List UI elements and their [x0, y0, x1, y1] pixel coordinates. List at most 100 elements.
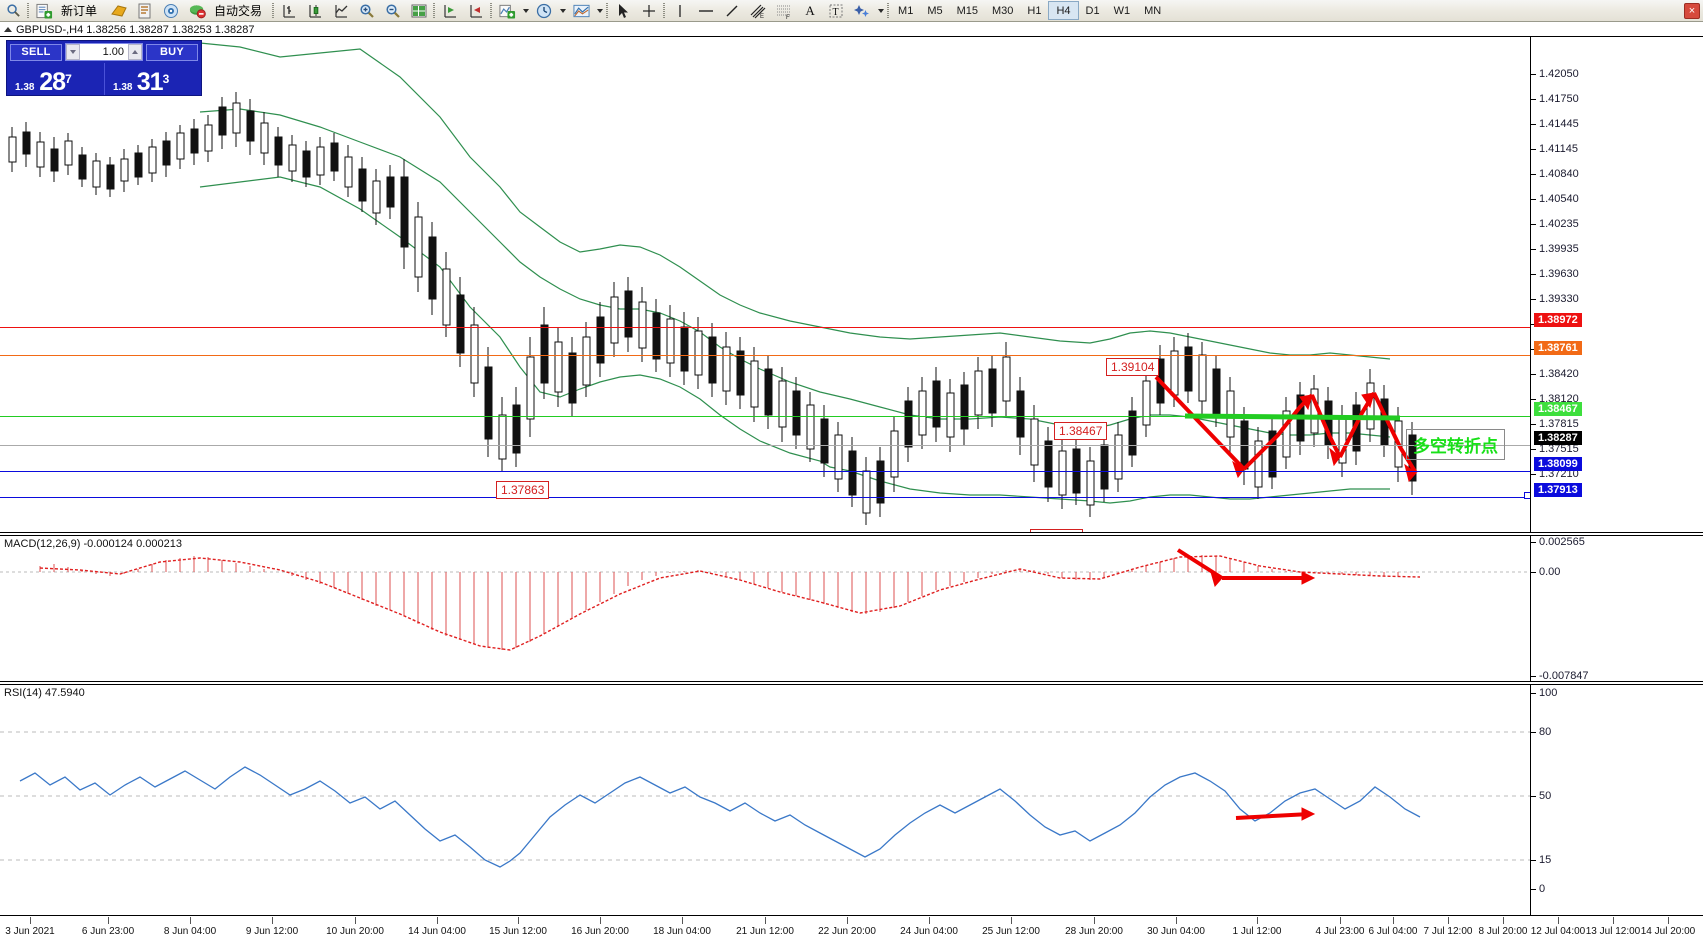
- price-annotation-137402[interactable]: 1.37402: [1030, 529, 1084, 532]
- indicators-icon[interactable]: [494, 1, 520, 21]
- text-icon[interactable]: A: [805, 2, 815, 18]
- line-chart-icon[interactable]: [328, 1, 354, 21]
- new-order-button[interactable]: 新订单: [57, 1, 106, 21]
- price-tick: 1.39330: [1531, 293, 1579, 305]
- period-chevron-down-icon[interactable]: [557, 2, 568, 20]
- market-watch-icon[interactable]: [106, 1, 132, 21]
- crosshair-icon[interactable]: [636, 1, 662, 21]
- time-tick-mark: [1094, 917, 1095, 924]
- equidistant-channel-icon[interactable]: E: [745, 1, 771, 21]
- turning-point-textbox[interactable]: 多空转折点: [1406, 429, 1505, 460]
- indicators-chevron-down-icon[interactable]: [520, 2, 531, 20]
- volume-decrement-icon[interactable]: [66, 44, 80, 60]
- timeframe-m15[interactable]: M15: [956, 4, 978, 17]
- orange-level-badge[interactable]: 1.38761: [1534, 341, 1582, 355]
- time-tick-label: 25 Jun 12:00: [982, 926, 1040, 937]
- tile-windows-icon[interactable]: [406, 1, 432, 21]
- objects-icon[interactable]: [849, 1, 875, 21]
- price-tick-label: 1.42050: [1539, 68, 1579, 80]
- macd-svg: [0, 548, 1530, 651]
- support-level-badge[interactable]: 1.38099: [1534, 457, 1582, 471]
- timeframe-m30[interactable]: M30: [992, 4, 1014, 17]
- price-tick-label: 1.39935: [1539, 243, 1579, 255]
- volume-stepper[interactable]: 1.00: [65, 43, 143, 61]
- resistance-level-badge[interactable]: 1.38972: [1534, 313, 1582, 327]
- zoom-out-icon[interactable]: [380, 1, 406, 21]
- volume-increment-icon[interactable]: [128, 44, 142, 60]
- sell-button[interactable]: SELL: [10, 43, 62, 61]
- price-annotation-138467[interactable]: 1.38467: [1054, 422, 1108, 440]
- rsi-tick-label: 80: [1539, 726, 1552, 738]
- data-window-icon[interactable]: [132, 1, 158, 21]
- price-level-line[interactable]: [0, 445, 1530, 446]
- price-tick: 1.37210: [1531, 468, 1579, 480]
- timeframe-w1[interactable]: W1: [1113, 4, 1131, 17]
- current-price-badge[interactable]: 1.38287: [1534, 431, 1582, 445]
- cursor-icon[interactable]: [610, 1, 636, 21]
- timeframe-h4[interactable]: H4: [1048, 1, 1079, 20]
- time-tick-label: 1 Jul 12:00: [1232, 926, 1282, 937]
- autotrading-icon[interactable]: [184, 1, 210, 21]
- timeframe-m1[interactable]: M1: [898, 4, 914, 17]
- price-annotation-139104[interactable]: 1.39104: [1106, 358, 1160, 376]
- rsi-plot-area[interactable]: RSI(14) 47.5940: [0, 685, 1531, 915]
- templates-icon[interactable]: [568, 1, 594, 21]
- time-axis[interactable]: 3 Jun 2021 6 Jun 23:00 8 Jun 04:00 9 Jun 12…: [0, 917, 1703, 941]
- price-level-line[interactable]: [0, 355, 1530, 356]
- horizontal-line-icon[interactable]: [693, 1, 719, 21]
- navigator-icon[interactable]: [158, 1, 184, 21]
- trendline-icon[interactable]: [719, 1, 745, 21]
- price-level-line[interactable]: [0, 416, 1530, 417]
- price-axis[interactable]: 1.42050 1.41750 1.41445 1.41145 1.40840 1.405…: [1531, 37, 1703, 532]
- vertical-line-icon[interactable]: [667, 1, 693, 21]
- time-tick-mark: [1558, 917, 1559, 924]
- objects-chevron-down-icon[interactable]: [875, 2, 886, 20]
- close-icon[interactable]: ×: [1684, 2, 1700, 19]
- zoom-in-icon[interactable]: [354, 1, 380, 21]
- price-tick-label: 1.40540: [1539, 193, 1579, 205]
- fibonacci-retracement-icon[interactable]: F: [771, 1, 797, 21]
- time-tick-mark: [1448, 917, 1449, 924]
- timeframe-d1[interactable]: D1: [1085, 4, 1100, 17]
- timeframe-h1[interactable]: H1: [1027, 4, 1042, 17]
- rsi-svg: [0, 731, 1530, 868]
- collapse-triangle-icon[interactable]: [4, 27, 12, 32]
- lower-support-badge[interactable]: 1.37913: [1534, 483, 1582, 497]
- rsi-axis[interactable]: 100 80 50 15 0: [1531, 685, 1703, 915]
- timeframe-m5[interactable]: M5: [927, 4, 943, 17]
- text-label-icon[interactable]: T: [823, 1, 849, 21]
- search-icon[interactable]: [0, 1, 26, 21]
- price-level-line[interactable]: [0, 471, 1530, 472]
- rsi-tick-label: 0: [1539, 883, 1546, 895]
- candlestick-series: [8, 92, 1417, 525]
- templates-chevron-down-icon[interactable]: [594, 2, 605, 20]
- sell-price[interactable]: 1.38 28 7: [7, 63, 104, 95]
- toolbar-separator: [432, 2, 437, 20]
- macd-plot-area[interactable]: MACD(12,26,9) -0.000124 0.000213: [0, 536, 1531, 681]
- pivot-level-badge[interactable]: 1.38467: [1534, 402, 1582, 416]
- bar-chart-icon[interactable]: [276, 1, 302, 21]
- buy-button[interactable]: BUY: [146, 43, 198, 61]
- line-drag-handle[interactable]: [1524, 492, 1530, 499]
- time-tick-label: 7 Jul 12:00: [1423, 926, 1473, 937]
- autotrading-button[interactable]: 自动交易: [210, 1, 271, 21]
- price-level-line[interactable]: [0, 327, 1530, 328]
- buy-price-prefix: 1.38: [113, 82, 133, 93]
- candlestick-chart-icon[interactable]: [302, 1, 328, 21]
- chart-shift-icon[interactable]: [463, 1, 489, 21]
- price-annotation-137863[interactable]: 1.37863: [496, 481, 550, 499]
- new-order-icon[interactable]: [31, 1, 57, 21]
- price-level-line[interactable]: [0, 497, 1530, 498]
- toolbar-separator: [886, 2, 891, 20]
- price-tick: 1.41145: [1531, 143, 1578, 155]
- timeframe-mn[interactable]: MN: [1144, 4, 1162, 17]
- new-order-label: 新订单: [61, 4, 98, 18]
- buy-price-pip: 3: [162, 72, 170, 86]
- time-tick-label: 9 Jun 12:00: [245, 926, 299, 937]
- period-icon[interactable]: [531, 1, 557, 21]
- auto-scroll-icon[interactable]: [437, 1, 463, 21]
- macd-axis[interactable]: 0.002565 0.00 -0.007847: [1531, 536, 1703, 681]
- buy-price[interactable]: 1.38 31 3: [104, 63, 201, 95]
- autotrading-label: 自动交易: [214, 4, 263, 18]
